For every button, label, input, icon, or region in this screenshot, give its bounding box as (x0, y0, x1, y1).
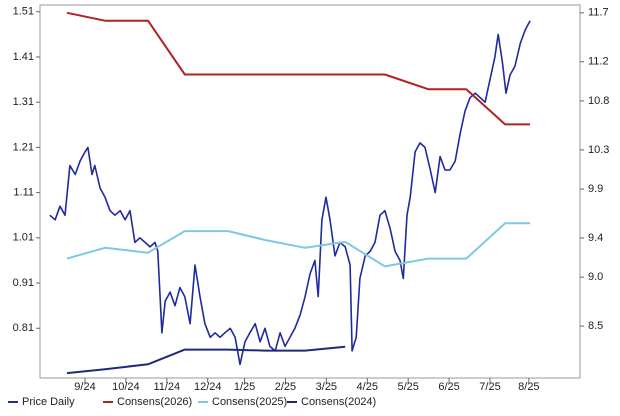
y2-tick-label: 10.8 (588, 95, 609, 107)
y-tick-label: 1.31 (13, 96, 34, 108)
y-tick-label: 1.11 (13, 187, 34, 199)
y2-tick-label: 11.7 (588, 7, 609, 19)
x-tick-label: 5/25 (397, 381, 418, 393)
y-tick-label: 1.51 (13, 6, 34, 18)
series-line (66, 11, 531, 126)
series-line (66, 222, 531, 268)
x-tick-label: 1/25 (234, 381, 255, 393)
y2-tick-label: 10.3 (588, 144, 609, 156)
x-tick-label: 2/25 (275, 381, 296, 393)
x-tick-label: 7/25 (479, 381, 500, 393)
x-tick-label: 6/25 (438, 381, 459, 393)
y2-tick-label: 8.5 (588, 320, 603, 332)
y2-tick-label: 9.9 (588, 183, 603, 195)
x-tick-label: 9/24 (74, 381, 95, 393)
legend-label: Consens(2026) (117, 396, 192, 408)
y-tick-label: 1.41 (13, 51, 34, 63)
y-tick-label: 1.01 (13, 232, 34, 244)
x-tick-label: 11/24 (153, 381, 180, 393)
legend: Price Daily Consens(2026) Consens(2025) Con… (8, 396, 376, 408)
y-tick-label: 0.81 (13, 322, 34, 334)
plot-area (39, 4, 581, 379)
legend-label: Consens(2024) (301, 396, 376, 408)
x-tick-label: 8/25 (518, 381, 539, 393)
y-tick-label: 0.91 (13, 277, 34, 289)
y-tick-label: 1.21 (13, 141, 34, 153)
y2-tick-label: 11.2 (588, 56, 609, 68)
series-line (49, 20, 531, 366)
legend-label: Consens(2025) (212, 396, 287, 408)
series-line (66, 345, 346, 375)
x-tick-label: 3/25 (316, 381, 337, 393)
x-tick-label: 4/25 (357, 381, 378, 393)
y2-tick-label: 9.4 (588, 232, 603, 244)
x-tick-label: 12/24 (194, 381, 222, 393)
y2-tick-label: 9.0 (588, 271, 603, 283)
legend-label: Price Daily (22, 396, 75, 408)
x-tick-label: 10/24 (112, 381, 140, 393)
